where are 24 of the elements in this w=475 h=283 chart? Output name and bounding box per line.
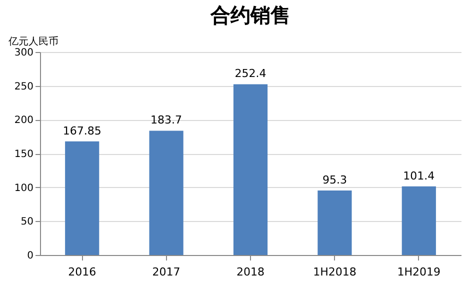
y-tick-label: 250 [14,81,34,92]
y-axis-title: 亿元人民币 [8,36,58,48]
y-tick-label: 0 [27,250,34,262]
y-tick-label: 150 [14,149,34,160]
data-label: 101.4 [403,169,435,182]
x-tick-label: 1H2018 [313,266,356,278]
bar [65,141,100,255]
bar [149,130,184,255]
data-label: 167.85 [62,124,102,138]
bar [233,84,268,255]
y-tick-label: 200 [14,115,34,126]
data-label: 183.7 [150,114,182,127]
y-tick-label: 300 [14,48,34,58]
data-label: 95.3 [322,174,347,187]
data-label: 252.4 [234,67,266,80]
x-tick-label: 1H2019 [397,266,441,278]
x-tick-label: 2016 [68,266,96,278]
bar [402,186,436,255]
chart-title: 合约销售 [210,3,290,27]
bar [318,190,352,255]
y-tick-label: 100 [14,182,34,194]
x-tick-label: 2018 [236,266,264,278]
y-tick-label: 50 [20,216,34,228]
x-tick-label: 2017 [152,266,180,278]
